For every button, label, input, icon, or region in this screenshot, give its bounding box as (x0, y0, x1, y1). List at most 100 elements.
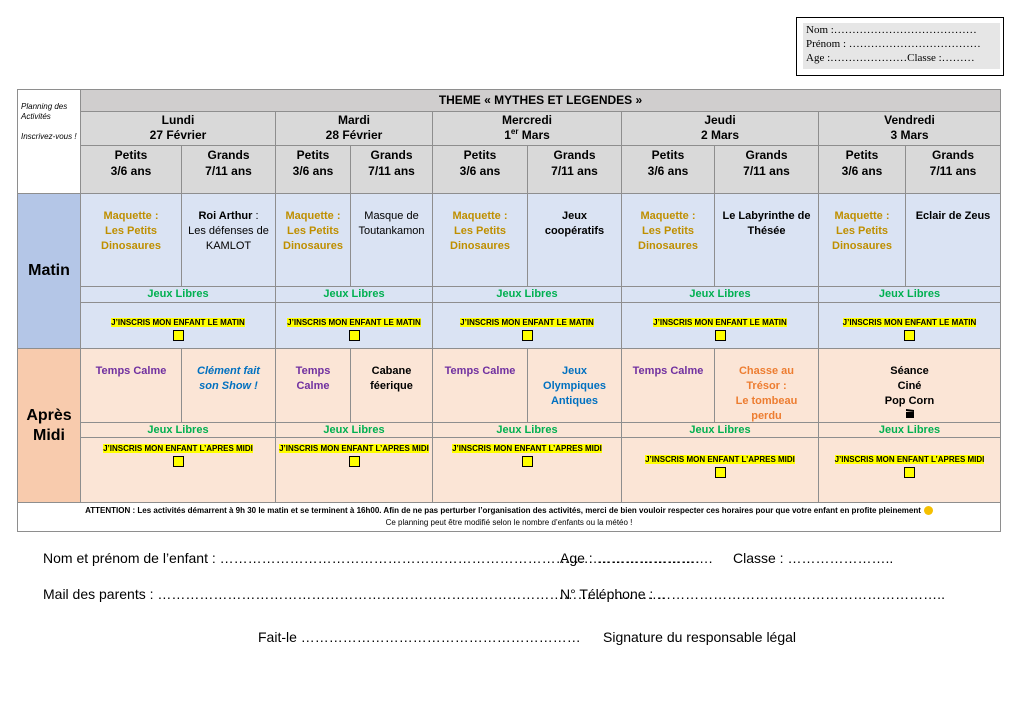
jeux-libres-text: Jeux Libres (689, 424, 751, 436)
activity-text: Temps Calme (95, 365, 167, 377)
inscription: J’INSCRIS MON ENFANT LE MATIN (80, 302, 276, 349)
form-fait-le: Fait-le …………………………………………………… (258, 629, 581, 645)
activity: Maquette : Les Petits Dinosaures (80, 193, 182, 287)
group-header: Grands 7/11 ans (527, 145, 622, 194)
form-signature: Signature du responsable légal (603, 629, 797, 645)
checkbox (714, 467, 726, 478)
activity-text: Maquette : Les Petits Dinosaures (450, 210, 510, 252)
day-header: Lundi 27 Février (80, 111, 276, 146)
form-mail: Mail des parents : ………………………………………………………… (43, 586, 666, 602)
inscription-text: J’INSCRIS MON ENFANT LE MATIN (653, 318, 787, 327)
jeux-libres-text: Jeux Libres (878, 424, 941, 436)
apres-midi-label-text: Après Midi (26, 406, 72, 444)
side-notes: Planning des Activités Inscrivez-vous ! (17, 89, 81, 194)
matin-label: Matin (17, 193, 81, 349)
attention-text: ATTENTION : Les activités démarrent à 9h… (85, 506, 921, 515)
day-header: Mardi 28 Février (275, 111, 433, 146)
jeux-libres: Jeux Libres (275, 422, 433, 438)
inscription-text: J’INSCRIS MON ENFANT L’APRES MIDI (645, 455, 795, 464)
inscription-text: J’INSCRIS MON ENFANT LE MATIN (287, 318, 421, 327)
group-text: Petits 3/6 ans (841, 148, 883, 178)
jeux-libres: Jeux Libres (432, 286, 622, 303)
day-header: Jeudi 2 Mars (621, 111, 819, 146)
form-age: Age : ……………………. (560, 550, 713, 566)
activity: Chasse au Trésor : Le tombeau perdu (714, 348, 819, 423)
checkbox (172, 456, 184, 467)
group-text: Grands 7/11 ans (205, 148, 252, 178)
inscription: J’INSCRIS MON ENFANT L’APRES MIDI (80, 437, 276, 503)
activity: Cabane féerique (350, 348, 433, 423)
inscription-text: J’INSCRIS MON ENFANT L’APRES MIDI (279, 444, 429, 453)
inscription: J’INSCRIS MON ENFANT LE MATIN (621, 302, 819, 349)
activity-text: : Les défenses de KAMLOT (188, 210, 269, 252)
day-date: 2 Mars (622, 128, 818, 143)
inscription: J’INSCRIS MON ENFANT LE MATIN (818, 302, 1001, 349)
activity-text: Clément fait son Show ! (197, 365, 260, 392)
inscription-text: J’INSCRIS MON ENFANT L’APRES MIDI (452, 444, 602, 453)
group-header: Grands 7/11 ans (350, 145, 433, 194)
activity-text: Maquette : Les Petits Dinosaures (283, 210, 343, 252)
activity: Clément fait son Show ! (181, 348, 276, 423)
activity-text: Chasse au Trésor : Le tombeau perdu (735, 365, 798, 422)
apres-midi-label: Après Midi (17, 348, 81, 503)
day-name: Mercredi (501, 113, 553, 127)
inscription: J’INSCRIS MON ENFANT L’APRES MIDI (275, 437, 433, 503)
checkbox (348, 330, 360, 341)
group-header: Petits 3/6 ans (818, 145, 906, 194)
group-header: Petits 3/6 ans (275, 145, 351, 194)
day-header: Vendredi 3 Mars (818, 111, 1001, 146)
activity-text: Maquette : Les Petits Dinosaures (101, 210, 161, 252)
inscription-text: J’INSCRIS MON ENFANT LE MATIN (842, 318, 977, 327)
attention-line: ATTENTION : Les activités démarrent à 9h… (18, 505, 1000, 517)
inscription: J’INSCRIS MON ENFANT L’APRES MIDI (621, 437, 819, 503)
jeux-libres-text: Jeux Libres (878, 288, 941, 300)
inscription: J’INSCRIS MON ENFANT L’APRES MIDI (818, 437, 1001, 503)
activity: Jeux coopératifs (527, 193, 622, 287)
group-text: Petits 3/6 ans (459, 148, 501, 178)
group-text: Petits 3/6 ans (647, 148, 689, 178)
id-age-classe: Age :…………………Classe :……… (806, 52, 975, 64)
activity: Jeux Olympiques Antiques (527, 348, 622, 423)
checkbox (348, 456, 360, 467)
inscription-text: J’INSCRIS MON ENFANT L’APRES MIDI (103, 444, 253, 453)
planning-note: Ce planning peut être modifié selon le n… (385, 518, 633, 527)
activity: Temps Calme (621, 348, 715, 423)
jeux-libres-text: Jeux Libres (689, 288, 751, 300)
inscription-text: J’INSCRIS MON ENFANT LE MATIN (460, 318, 594, 327)
inscription-text: J’INSCRIS MON ENFANT LE MATIN (111, 318, 245, 327)
activity: Eclair de Zeus (905, 193, 1001, 287)
inscription: J’INSCRIS MON ENFANT LE MATIN (432, 302, 622, 349)
id-box: Nom :………………………………… Prénom : ………………………………… (796, 17, 1004, 76)
activity: Maquette : Les Petits Dinosaures (432, 193, 528, 287)
date: 3 Mars (890, 128, 929, 142)
date: 28 Février (325, 128, 383, 142)
group-text: Petits 3/6 ans (292, 148, 334, 178)
activity-text: Maquette : Les Petits Dinosaures (638, 210, 698, 252)
group-header: Grands 7/11 ans (181, 145, 276, 194)
form-classe: Classe : ………………….. (733, 550, 894, 566)
activity-text: Cabane féerique (370, 365, 413, 392)
activity-text: Jeux coopératifs (544, 210, 605, 237)
activity: Roi Arthur : Les défenses de KAMLOT (181, 193, 276, 287)
activity-text: Séance Ciné Pop Corn (884, 365, 935, 407)
smiley-icon (923, 506, 933, 516)
activity: Le Labyrinthe de Thésée (714, 193, 819, 287)
inscription: J’INSCRIS MON ENFANT LE MATIN (275, 302, 433, 349)
jeux-libres: Jeux Libres (432, 422, 622, 438)
date: 1 (504, 128, 511, 142)
matin-label-text: Matin (28, 262, 70, 279)
form-telephone: N° Téléphone : …………………………………………………….. (560, 586, 945, 602)
checkbox (904, 330, 915, 341)
group-header: Petits 3/6 ans (621, 145, 715, 194)
side-note: Planning des Activités (21, 102, 68, 121)
group-header: Petits 3/6 ans (80, 145, 182, 194)
activity: Temps Calme (432, 348, 528, 423)
group-header: Petits 3/6 ans (432, 145, 528, 194)
group-header: Grands 7/11 ans (905, 145, 1001, 194)
activity-text: Le Labyrinthe de Thésée (722, 210, 811, 237)
form-nom: Nom et prénom de l’enfant : ………………………………… (43, 550, 700, 566)
checkbox (904, 467, 915, 478)
group-text: Grands 7/11 ans (551, 148, 598, 178)
checkbox (172, 330, 184, 341)
jeux-libres-text: Jeux Libres (323, 288, 385, 300)
